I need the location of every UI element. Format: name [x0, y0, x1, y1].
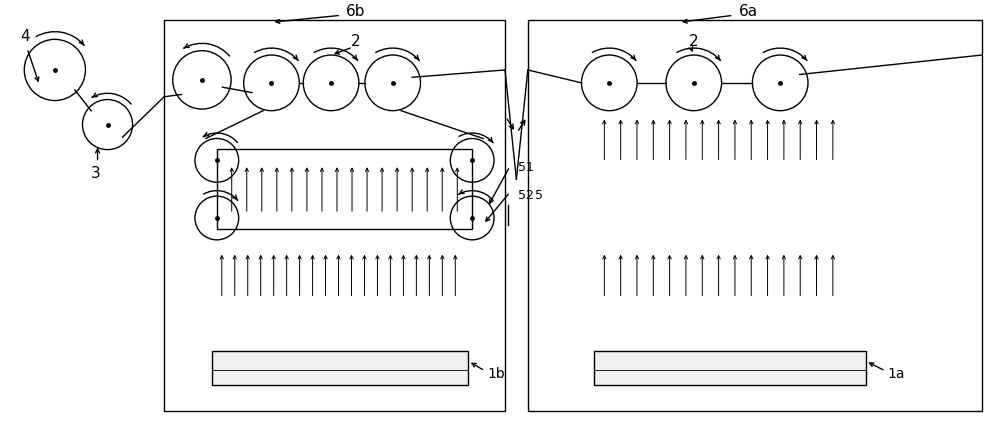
Text: 2: 2: [689, 33, 699, 49]
Text: 6b: 6b: [346, 4, 366, 19]
Text: 5: 5: [535, 188, 543, 201]
Text: 1a: 1a: [888, 366, 905, 380]
Bar: [217, 150, 472, 230]
Bar: [594, 352, 866, 385]
Bar: [212, 352, 468, 385]
Text: 6a: 6a: [739, 4, 758, 19]
Text: 52: 52: [518, 188, 534, 201]
Bar: [164, 21, 505, 411]
Text: 2: 2: [351, 33, 361, 49]
Text: 1b: 1b: [487, 366, 505, 380]
Text: 3: 3: [91, 165, 100, 181]
Bar: [528, 21, 982, 411]
Text: 51: 51: [518, 161, 534, 174]
Text: 4: 4: [20, 29, 30, 43]
